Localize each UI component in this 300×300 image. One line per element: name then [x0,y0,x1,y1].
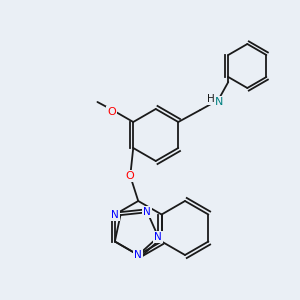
Text: N: N [215,97,224,107]
Text: N: N [111,209,119,220]
Text: N: N [143,207,151,217]
Text: H: H [207,94,215,104]
Text: N: N [134,250,142,260]
Text: O: O [107,107,116,117]
Text: O: O [126,171,135,181]
Text: N: N [154,232,162,242]
